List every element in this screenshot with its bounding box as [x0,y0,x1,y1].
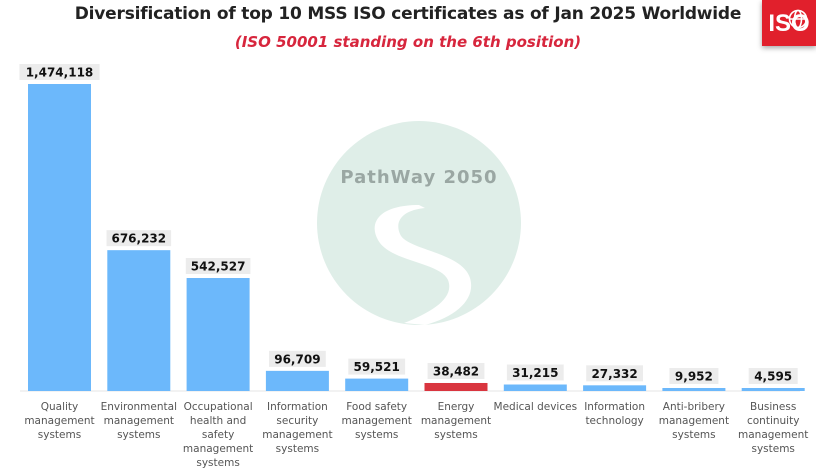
category-label: systems [276,443,319,455]
value-label-bg [506,364,564,381]
value-label-bg [427,362,485,379]
category-label: management [262,429,332,441]
category-label: management [104,415,174,427]
iso-logo-text: ISO [768,10,809,37]
category-label: systems [196,457,239,469]
bar-9 [662,388,726,391]
value-label-bg [348,358,406,375]
bar-1 [28,84,91,391]
category-label: Medical devices [494,401,578,413]
bar-value-label: 96,709 [274,352,320,366]
category-label: systems [117,429,160,441]
bar-value-label: 31,215 [512,366,558,380]
iso-globe-icon [788,9,808,29]
watermark-text: PathWay 2050 [340,167,497,188]
category-label: management [738,429,808,441]
value-label-bg [669,368,719,384]
category-label: management [659,415,729,427]
iso-logo: ISO [762,0,816,46]
category-label: safety [202,429,234,441]
bar-value-label: 4,595 [754,370,792,384]
bar-3 [186,278,250,391]
bar-value-label: 59,521 [354,360,400,374]
chart-title: Diversification of top 10 MSS ISO certif… [74,4,742,24]
bar-value-label: 38,482 [433,364,479,378]
category-label: systems [672,429,715,441]
value-label-bg [586,365,643,382]
value-label-bg [269,350,326,367]
bar-8 [583,385,647,391]
category-label: health and [190,415,246,427]
watermark-circle [317,121,521,325]
value-label-bg [185,258,251,275]
category-label: Energy [438,401,475,413]
bar-value-label: 9,952 [675,370,713,384]
category-label: Food safety [346,401,407,413]
category-label: continuity [747,415,799,427]
category-label: Information [584,401,645,413]
bar-4 [265,370,329,391]
category-label: technology [585,415,643,427]
category-label: security [276,415,318,427]
bars-group: 1,474,118 Quality management systems 676,232… [19,64,808,469]
category-label: management [342,415,412,427]
category-label: systems [751,443,794,455]
category-label: systems [38,429,81,441]
bar-value-label: 27,332 [591,367,637,381]
value-label-bg [106,230,172,247]
bar-value-label: 1,474,118 [26,66,94,80]
value-label-bg [19,64,100,80]
bar-2 [107,250,171,391]
bar-6 [424,382,488,391]
chart-subtitle: (ISO 50001 standing on the 6th position) [234,33,582,51]
category-label: systems [434,429,477,441]
category-label: Business [750,401,796,413]
bar-5 [345,378,409,391]
category-label: management [24,415,94,427]
bar-value-label: 542,527 [191,260,246,274]
bar-10 [741,388,805,391]
watermark-road [374,205,472,325]
value-label-bg [748,368,798,384]
category-label: systems [355,429,398,441]
category-label: Anti-bribery [663,401,725,413]
category-label: Occupational [184,401,253,413]
category-label: management [421,415,491,427]
watermark: PathWay 2050 [317,121,521,325]
category-label: Information [267,401,328,413]
bar-value-label: 676,232 [111,232,166,246]
category-label: Quality [41,401,79,413]
category-label: management [183,443,253,455]
category-label: Environmental [101,401,177,413]
bar-7 [503,384,567,391]
